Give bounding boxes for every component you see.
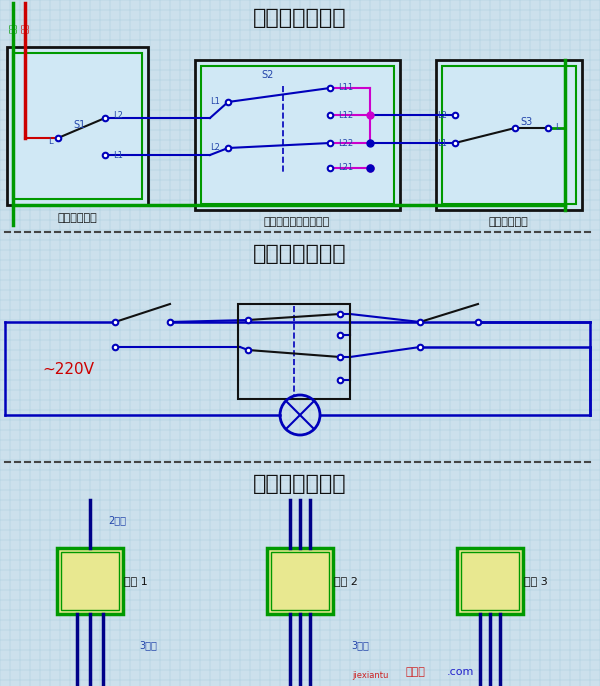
Text: 三控开关原理图: 三控开关原理图	[253, 244, 347, 264]
Text: L1: L1	[210, 97, 220, 106]
Text: 三控开关布线图: 三控开关布线图	[253, 474, 347, 494]
Text: 单开双控开关: 单开双控开关	[488, 217, 528, 227]
Bar	[57, 548, 123, 614]
Text: 接线图: 接线图	[405, 667, 425, 677]
Text: L1: L1	[113, 150, 123, 160]
Text: S2: S2	[262, 70, 274, 80]
Bar	[442, 66, 576, 204]
Text: 三控开关接线图: 三控开关接线图	[253, 8, 347, 28]
Text: L2: L2	[113, 112, 123, 121]
Bar	[238, 304, 350, 399]
Bar	[13, 53, 142, 199]
Text: 开关 2: 开关 2	[334, 576, 358, 586]
Bar	[195, 60, 400, 210]
Text: L11: L11	[338, 84, 353, 93]
Text: S3: S3	[520, 117, 532, 127]
Bar	[457, 548, 523, 614]
Text: L2: L2	[437, 110, 447, 119]
Text: L22: L22	[338, 139, 353, 147]
Bar	[271, 552, 329, 610]
Text: 相线: 相线	[8, 23, 17, 33]
Bar	[7, 47, 148, 205]
Text: 3根线: 3根线	[139, 640, 157, 650]
Text: L12: L12	[338, 110, 353, 119]
Text: 开关 3: 开关 3	[524, 576, 548, 586]
Bar	[461, 552, 519, 610]
Text: 3根线: 3根线	[351, 640, 369, 650]
Bar	[436, 60, 582, 210]
Text: 开关 1: 开关 1	[124, 576, 148, 586]
Bar	[201, 66, 394, 204]
Text: 2根线: 2根线	[108, 515, 126, 525]
Text: .com: .com	[446, 667, 473, 677]
Text: S1: S1	[74, 120, 86, 130]
Text: L1: L1	[437, 139, 447, 147]
Bar	[267, 548, 333, 614]
Bar	[61, 552, 119, 610]
Text: L21: L21	[338, 163, 353, 172]
Text: L2: L2	[210, 143, 220, 152]
Text: 火线: 火线	[20, 23, 29, 33]
Text: 单开双控开关: 单开双控开关	[57, 213, 97, 223]
Text: 中途开关（三控开关）: 中途开关（三控开关）	[264, 217, 330, 227]
Text: L: L	[555, 123, 560, 132]
Text: jiexiantu: jiexiantu	[352, 672, 388, 681]
Text: L: L	[47, 137, 52, 145]
Text: ~220V: ~220V	[42, 362, 94, 377]
